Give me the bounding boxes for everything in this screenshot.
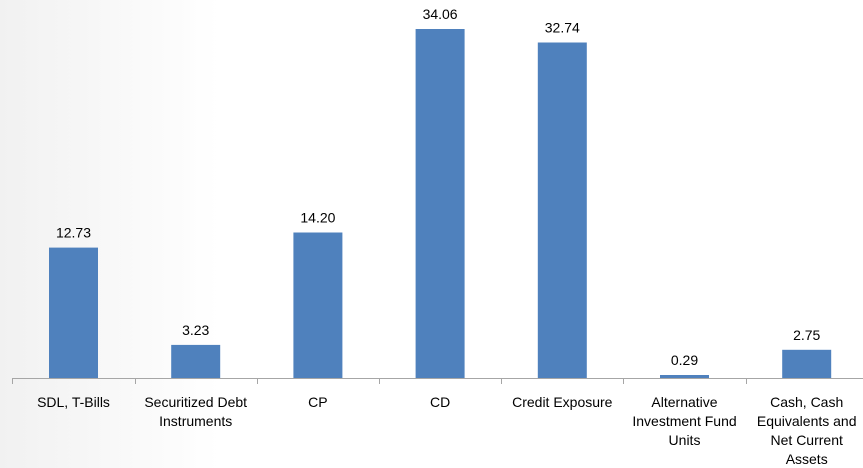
bar <box>171 344 221 378</box>
bar <box>537 42 587 378</box>
category-label: SDL, T-Bills <box>37 394 110 410</box>
category-label: Alternative <box>651 394 717 410</box>
category-label: Instruments <box>159 413 232 429</box>
bar <box>49 247 98 378</box>
x-axis <box>12 378 863 384</box>
data-label: 32.74 <box>545 20 580 36</box>
category-label: Assets <box>786 451 828 467</box>
category-labels-group: SDL, T-Bills Securitized Debt Instruments C… <box>37 394 856 467</box>
bars-group <box>49 29 832 378</box>
category-label: Net Current <box>771 432 843 448</box>
category-label: Cash, Cash <box>770 394 843 410</box>
data-label: 0.29 <box>671 352 698 368</box>
bar <box>293 232 343 378</box>
bar <box>660 375 709 378</box>
category-label: Securitized Debt <box>144 394 247 410</box>
category-label: CP <box>308 394 327 410</box>
category-label: Units <box>669 432 701 448</box>
data-label: 3.23 <box>182 322 209 338</box>
data-label: 14.20 <box>300 210 335 226</box>
bar <box>782 349 832 378</box>
bar <box>415 29 465 378</box>
category-label: CD <box>430 394 450 410</box>
category-label: Credit Exposure <box>512 394 613 410</box>
category-label: Investment Fund <box>632 413 736 429</box>
data-label: 34.06 <box>423 6 458 22</box>
data-labels-group: 12.73 3.23 14.20 34.06 32.74 0.29 2.75 <box>56 6 821 368</box>
data-label: 2.75 <box>793 327 820 343</box>
category-label: Equivalents and <box>757 413 857 429</box>
data-label: 12.73 <box>56 225 91 241</box>
